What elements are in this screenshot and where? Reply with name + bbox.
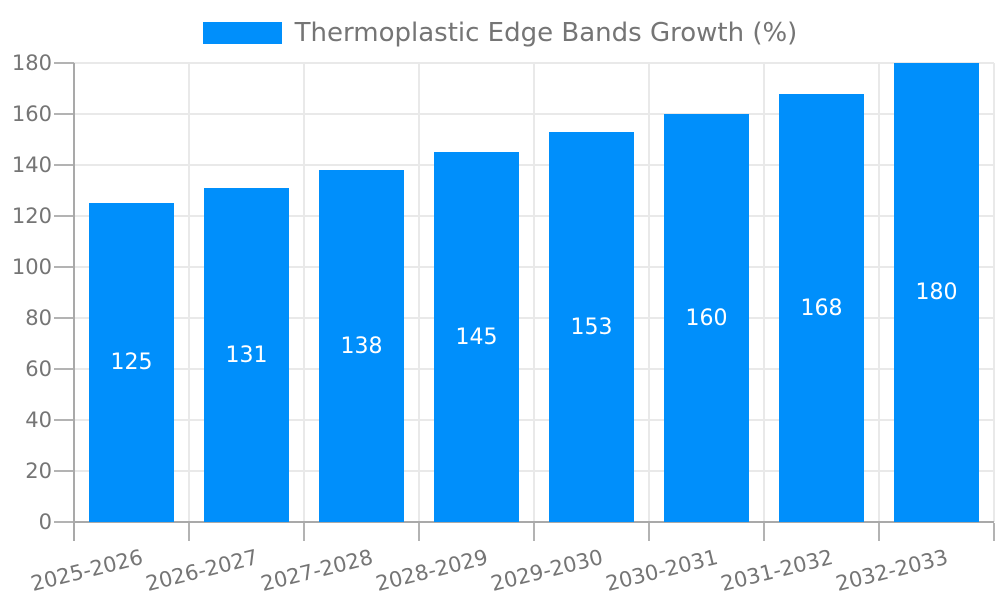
y-axis-tick xyxy=(54,62,74,64)
y-tick-label: 100 xyxy=(11,255,52,279)
gridline-vertical xyxy=(648,63,650,522)
x-axis-tick xyxy=(993,523,995,541)
y-tick-label: 40 xyxy=(25,408,52,432)
y-tick-label: 140 xyxy=(11,153,52,177)
y-tick-label: 180 xyxy=(11,51,52,75)
x-tick-label: 2028-2029 xyxy=(373,545,491,596)
bar-value-label: 180 xyxy=(915,280,958,305)
x-tick-label: 2025-2026 xyxy=(28,545,146,596)
y-axis-tick xyxy=(54,470,74,472)
y-axis-tick xyxy=(54,368,74,370)
bar[interactable]: 160 xyxy=(664,114,749,522)
x-axis-tick xyxy=(533,523,535,541)
bar[interactable]: 131 xyxy=(204,188,289,522)
bar[interactable]: 145 xyxy=(434,152,519,522)
bar-value-label: 131 xyxy=(225,342,268,368)
gridline-vertical xyxy=(993,63,995,522)
x-tick-label: 2027-2028 xyxy=(258,545,376,596)
y-tick-label: 80 xyxy=(25,306,52,330)
legend[interactable]: Thermoplastic Edge Bands Growth (%) xyxy=(0,18,1000,48)
legend-label: Thermoplastic Edge Bands Growth (%) xyxy=(294,18,798,48)
bar[interactable]: 180 xyxy=(894,63,979,522)
x-tick-label: 2026-2027 xyxy=(143,545,261,596)
gridline-vertical xyxy=(303,63,305,522)
bar-value-label: 168 xyxy=(800,295,843,321)
legend-swatch xyxy=(202,22,282,44)
y-tick-label: 0 xyxy=(38,510,52,534)
x-tick-label: 2031-2032 xyxy=(718,545,836,596)
gridline-vertical xyxy=(188,63,190,522)
y-tick-label: 60 xyxy=(25,357,52,381)
gridline-vertical xyxy=(878,63,880,522)
y-axis-line xyxy=(73,63,75,541)
x-axis-tick xyxy=(763,523,765,541)
bar[interactable]: 138 xyxy=(319,170,404,522)
y-axis-tick xyxy=(54,266,74,268)
x-tick-label: 2032-2033 xyxy=(833,545,951,596)
x-axis-tick xyxy=(878,523,880,541)
x-axis-tick xyxy=(418,523,420,541)
y-axis-tick xyxy=(54,419,74,421)
y-tick-label: 20 xyxy=(25,459,52,483)
x-tick-label: 2029-2030 xyxy=(488,545,606,596)
bar-value-label: 125 xyxy=(110,350,153,375)
x-axis-line xyxy=(74,521,994,523)
y-axis-tick xyxy=(54,317,74,319)
bar[interactable]: 168 xyxy=(779,94,864,522)
y-axis-tick xyxy=(54,164,74,166)
y-tick-label: 120 xyxy=(11,204,52,228)
bar-value-label: 160 xyxy=(685,305,728,331)
x-axis-tick xyxy=(188,523,190,541)
y-axis-tick xyxy=(54,521,74,523)
bar-value-label: 145 xyxy=(455,324,498,350)
bar[interactable]: 125 xyxy=(89,203,174,522)
x-tick-label: 2030-2031 xyxy=(603,545,721,596)
y-axis-tick xyxy=(54,215,74,217)
x-axis-tick xyxy=(303,523,305,541)
gridline-vertical xyxy=(533,63,535,522)
bar[interactable]: 153 xyxy=(549,132,634,522)
bar-value-label: 153 xyxy=(570,314,613,340)
bar-value-label: 138 xyxy=(340,333,383,359)
gridline-vertical xyxy=(418,63,420,522)
y-tick-label: 160 xyxy=(11,102,52,126)
gridline-vertical xyxy=(763,63,765,522)
y-axis-tick xyxy=(54,113,74,115)
x-axis-tick xyxy=(648,523,650,541)
